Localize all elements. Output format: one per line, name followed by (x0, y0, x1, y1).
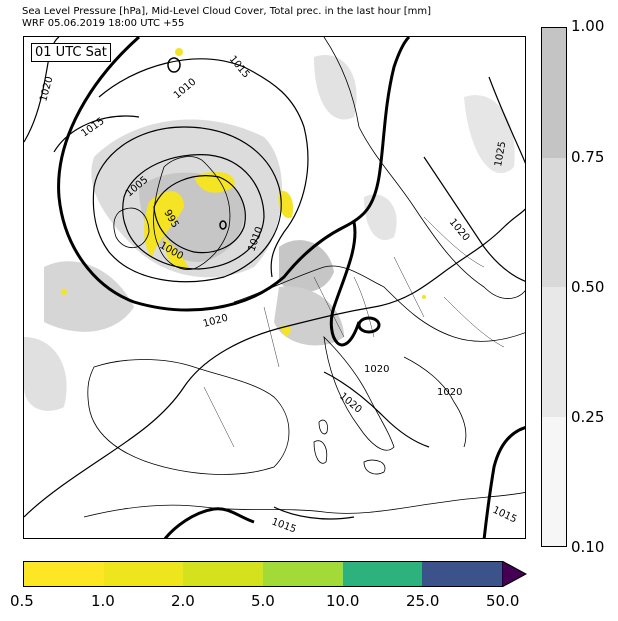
precip-patch (175, 48, 183, 56)
cloud-colorbar-tick: 0.10 (571, 538, 605, 556)
isobar-layer (24, 37, 525, 538)
isobar-1015-africa (273, 506, 355, 520)
map-canvas: 1020 1010 1015 1015 1005 995 1000 1010 1… (24, 37, 525, 538)
cloud-colorbar-tick: 0.75 (571, 148, 605, 166)
precip-colorbar-segment (24, 562, 104, 586)
cloud-patch (274, 286, 344, 346)
border-line (423, 216, 485, 268)
isobar-label: 1015 (491, 505, 519, 526)
precip-colorbar-extend-arrow (502, 561, 528, 587)
cloud-cover-colorbar (541, 27, 567, 547)
coastline-sardinia (313, 440, 328, 464)
cloud-colorbar-segment (542, 157, 566, 287)
cloud-patch (464, 95, 515, 174)
cloud-colorbar-segment (542, 416, 566, 546)
isobar-1005 (92, 126, 282, 283)
cloud-colorbar-tick: 0.25 (571, 408, 605, 426)
isobar-label: 1020 (202, 313, 229, 330)
precip-colorbar-segment (183, 562, 264, 586)
low-center-contour (219, 220, 227, 230)
cloud-colorbar-tick: 1.00 (571, 17, 605, 35)
isobar-label: 1010 (172, 77, 199, 102)
coastline-britain (153, 156, 231, 270)
precip-colorbar (23, 561, 503, 587)
border-layer (203, 216, 505, 448)
coastline-africa (83, 491, 525, 518)
coastline-corsica (318, 419, 328, 435)
isobar-closed-contour (357, 316, 381, 334)
border-line (443, 296, 505, 348)
precip-colorbar-tick: 0.5 (10, 592, 34, 610)
cloud-colorbar-segment (542, 287, 566, 417)
precip-layer (61, 48, 426, 337)
precip-colorbar-segment (422, 562, 503, 586)
precip-patch (279, 325, 291, 337)
isobar-1020-east (423, 156, 525, 282)
isobar-995 (153, 175, 246, 254)
precip-colorbar-tick: 10.0 (326, 592, 360, 610)
cloud-colorbar-tick: 0.50 (571, 278, 605, 296)
isobar-label: 1020 (437, 387, 462, 398)
cloud-colorbar-segment (542, 28, 566, 158)
isobar-1010 (98, 58, 309, 278)
precip-colorbar-segment (263, 562, 343, 586)
precip-colorbar-tick: 5.0 (251, 592, 275, 610)
cloud-patch (44, 261, 134, 332)
coastline-iberia (87, 359, 290, 475)
valid-time-label: 01 UTC Sat (31, 43, 111, 62)
isobar-1025 (488, 76, 525, 164)
isobar-1015-south (482, 426, 525, 538)
precip-patch (278, 191, 294, 219)
cloud-patch (314, 55, 357, 120)
coastline-scandinavia (323, 37, 525, 299)
border-line (203, 386, 235, 448)
precip-colorbar-tick: 25.0 (406, 592, 440, 610)
isobar-1020-south (323, 371, 430, 448)
precip-patch (194, 171, 235, 193)
precip-colorbar-tick: 50.0 (486, 592, 520, 610)
isobar-label: 1015 (79, 116, 106, 140)
weather-map: 1020 1010 1015 1015 1005 995 1000 1010 1… (23, 36, 526, 539)
cloud-patch (279, 240, 334, 293)
precip-colorbar-segment (342, 562, 423, 586)
isobar-label: 1015 (227, 54, 252, 81)
cloud-cover-layer (24, 55, 515, 411)
border-line (263, 306, 280, 368)
isobar-label: 1020 (447, 217, 472, 244)
isobar-1015-south (163, 507, 255, 538)
precip-colorbar-tick: 1.0 (91, 592, 115, 610)
isobar-label: 1015 (270, 516, 298, 535)
header-run-info: WRF 05.06.2019 18:00 UTC +55 (22, 18, 185, 29)
coastline-layer (83, 37, 525, 518)
isobar-1000 (122, 154, 265, 270)
isobar-label: 1020 (38, 75, 55, 102)
isobar-label: 1025 (493, 141, 508, 168)
chart-header: Sea Level Pressure [hPa], Mid-Level Clou… (22, 6, 431, 30)
precip-colorbar-segment (103, 562, 184, 586)
coastline-balkans (403, 356, 467, 448)
coastline-ireland (113, 207, 150, 249)
border-line (393, 256, 425, 318)
coastline-continent (233, 265, 525, 342)
precip-patch (422, 295, 426, 299)
isobar-label: 1020 (364, 364, 389, 375)
header-title: Sea Level Pressure [hPa], Mid-Level Clou… (22, 6, 432, 17)
coastline-sicily (363, 459, 386, 475)
isobar-1010 (53, 115, 140, 153)
precip-patch (164, 237, 189, 270)
coastline-italy (323, 335, 395, 451)
cloud-patch (24, 337, 67, 411)
isobar-1015-thick (57, 37, 411, 312)
precip-colorbar-tick: 2.0 (171, 592, 195, 610)
cloud-patch (364, 194, 397, 241)
isobar-1015-thick (329, 221, 361, 347)
precip-patch (61, 289, 67, 295)
isobar-1020 (24, 208, 525, 518)
isobar-1010-closed (167, 57, 181, 73)
border-line (313, 276, 345, 338)
